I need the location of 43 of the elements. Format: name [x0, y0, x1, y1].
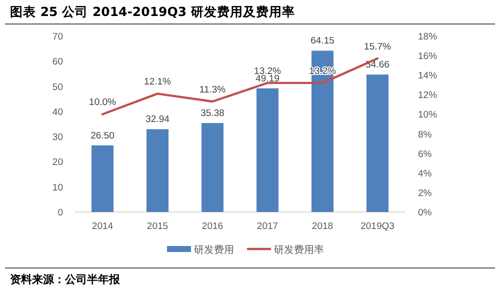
bar — [146, 129, 168, 212]
x-tick-label: 2015 — [146, 221, 168, 232]
data-label: 35.38 — [200, 108, 224, 120]
legend-label: 研发费用 — [194, 244, 234, 256]
bar — [366, 74, 388, 212]
y-tick-label: 20 — [52, 157, 63, 168]
data-label: 32.94 — [146, 114, 170, 126]
y-tick-label: 50 — [52, 82, 63, 93]
chart-title: 图表 25 公司 2014-2019Q3 研发费用及费用率 — [10, 4, 295, 19]
text: 资料来源：公司半年报 — [10, 273, 121, 286]
y-tick-label: 70 — [52, 32, 63, 42]
bar — [202, 123, 224, 212]
y2-tick-label: 18% — [418, 32, 438, 42]
legend-label: 研发费用率 — [274, 244, 324, 256]
bar — [256, 88, 278, 212]
data-label: 64.15 — [310, 36, 334, 47]
x-tick-label: 2014 — [92, 221, 114, 232]
x-tick-label: 2019Q3 — [360, 221, 394, 232]
data-label: 26.50 — [90, 130, 114, 142]
y-tick-label: 40 — [52, 106, 63, 118]
y2-tick-label: 0% — [418, 208, 432, 218]
y2-tick-label: 10% — [418, 110, 438, 121]
y2-tick-label: 4% — [418, 168, 432, 180]
data-label: 10.0% — [89, 97, 117, 108]
y-tick-label: 0 — [58, 208, 63, 218]
x-tick-label: 2017 — [256, 221, 278, 232]
data-label: 11.3% — [199, 84, 226, 96]
data-label: 12.1% — [144, 76, 172, 88]
y-tick-label: 60 — [52, 56, 63, 68]
y2-tick-label: 8% — [418, 129, 432, 140]
y2-tick-label: 14% — [418, 70, 438, 82]
data-label: 15.7% — [364, 41, 392, 52]
x-tick-label: 2016 — [202, 221, 224, 232]
y2-tick-label: 16% — [418, 51, 438, 62]
y-tick-label: 30 — [52, 132, 63, 144]
data-label: 49.19 — [256, 73, 280, 84]
bar — [92, 145, 114, 212]
data-label: 54.66 — [366, 60, 390, 71]
y2-tick-label: 6% — [418, 148, 432, 160]
y-tick-label: 10 — [52, 182, 63, 194]
x-tick-label: 2018 — [312, 221, 334, 232]
y2-tick-label: 2% — [418, 188, 432, 199]
y2-tick-label: 12% — [418, 90, 438, 102]
